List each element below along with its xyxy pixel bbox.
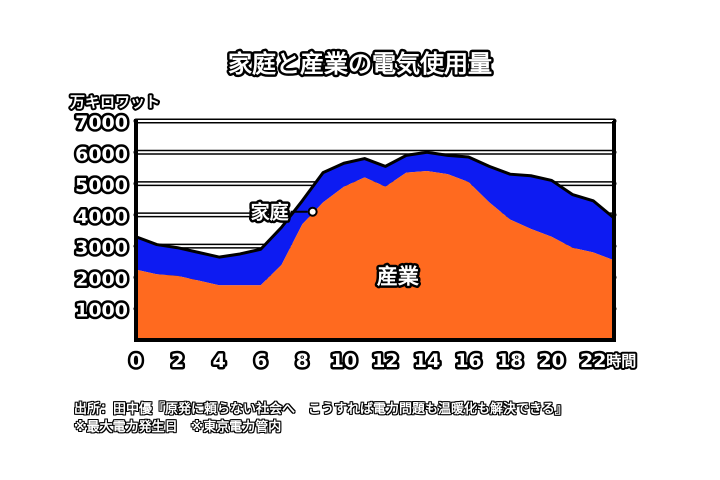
source-note: 出所：田中優『原発に頼らない社会へ こうすれば電力問題も温暖化も解決できる』: [74, 402, 568, 417]
household-marker: [307, 206, 318, 217]
y-tick-label: 3000: [75, 237, 128, 259]
y-axis-label: 万キロワット: [69, 93, 160, 111]
y-tick-label: 6000: [75, 143, 128, 165]
x-tick-label: 2: [171, 350, 184, 372]
x-tick-label: 8: [296, 350, 309, 372]
area-household: [136, 152, 614, 286]
x-tick-label: 20: [538, 350, 564, 372]
chart-title: 家庭と産業の電気使用量: [228, 50, 492, 78]
y-tick-label: 7000: [75, 112, 128, 134]
area-industry: [136, 171, 614, 340]
x-tick-label: 22: [580, 350, 606, 372]
y-tick-label: 1000: [75, 300, 128, 322]
x-tick-label: 16: [455, 350, 481, 372]
x-tick-label: 14: [414, 350, 440, 372]
x-tick-label: 18: [497, 350, 523, 372]
x-tick-label: 0: [129, 350, 142, 372]
series-label-industry: 産業: [377, 264, 420, 288]
series-label-household: 家庭: [251, 201, 289, 224]
y-tick-label: 2000: [75, 268, 128, 290]
x-tick-label: 12: [372, 350, 398, 372]
x-tick-label: 6: [254, 350, 267, 372]
x-axis-unit: 時間: [606, 352, 636, 370]
y-tick-label: 4000: [75, 206, 128, 228]
footnote: ※最大電力発生日 ※東京電力管内: [74, 420, 282, 435]
y-tick-label: 5000: [75, 175, 128, 197]
x-tick-label: 4: [213, 350, 226, 372]
total-outline: [135, 150, 615, 259]
x-tick-label: 10: [331, 350, 357, 372]
